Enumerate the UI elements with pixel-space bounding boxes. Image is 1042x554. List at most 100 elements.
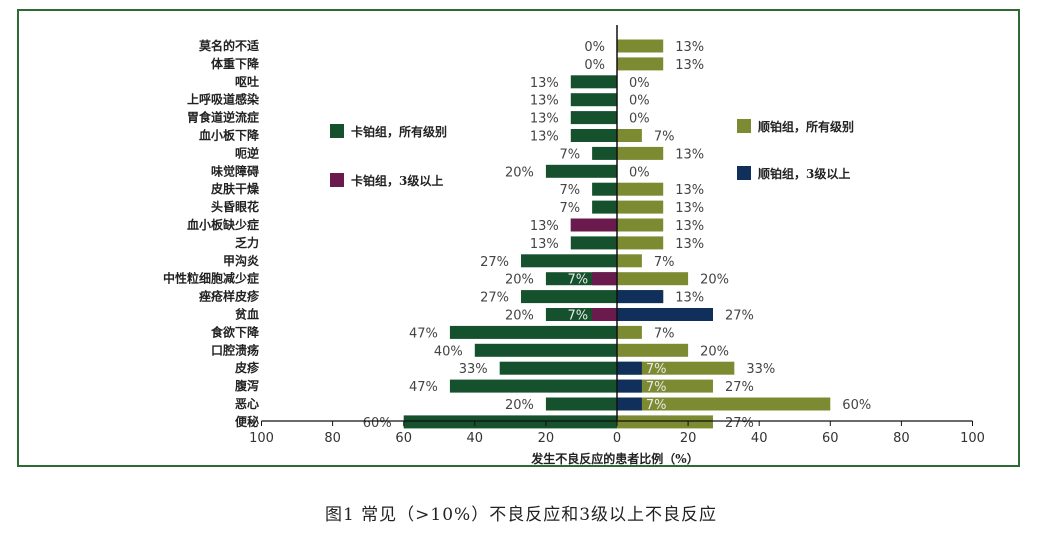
category-label: 乏力 [235,235,259,250]
bar-carboplatin-grade3 [592,308,617,321]
category-label: 中性粒细胞减少症 [163,271,259,286]
value-label-cisplatin-all: 0% [629,76,650,91]
x-tick-label: 60 [822,431,839,446]
category-label: 呕吐 [235,74,259,89]
x-tick-label: 40 [751,431,768,446]
value-label-cisplatin-all: 13% [675,183,704,198]
bar-carboplatin-all [570,236,617,250]
value-label-carboplatin-all: 0% [584,58,605,73]
value-label-cisplatin-all: 13% [675,201,704,216]
bar-cisplatin-all [617,272,689,286]
bar-cisplatin-all [617,218,664,232]
value-label-carboplatin-all: 13% [530,130,559,145]
bar-carboplatin-all [474,343,617,357]
value-label-cisplatin-grade3: 7% [646,362,667,377]
value-label-carboplatin-all: 7% [559,183,580,198]
x-tick-label: 100 [249,431,274,446]
bar-cisplatin-all [617,361,735,375]
x-tick-label: 40 [467,431,484,446]
category-label: 恶心 [235,397,259,411]
bar-cisplatin-grade3 [617,290,664,304]
value-label-carboplatin-all: 13% [530,219,559,234]
x-axis-title: 发生不良反应的患者比例（%） [530,451,698,466]
bar-carboplatin-all [592,182,617,196]
value-label-cisplatin-grade3: 7% [646,398,667,413]
bar-cisplatin-all [617,254,642,268]
value-label-carboplatin-all: 60% [363,416,392,431]
bar-carboplatin-all [592,200,617,214]
value-label-cisplatin-all: 0% [629,112,650,127]
bar-carboplatin-all [449,325,617,339]
value-label-carboplatin-all: 20% [505,398,534,413]
value-label-cisplatin-all: 20% [700,273,729,288]
value-label-carboplatin-all: 47% [409,326,438,341]
bar-carboplatin-all [545,397,617,411]
bar-cisplatin-grade3 [617,397,642,411]
x-tick-label: 20 [680,431,697,446]
x-tick-label: 0 [613,431,621,446]
value-label-cisplatin-all: 27% [725,416,754,431]
legend-carboplatin-grade3-label: 卡铂组，3级以上 [351,173,443,188]
value-label-cisplatin-all: 7% [654,255,675,270]
bar-cisplatin-grade3 [617,379,642,393]
value-label-cisplatin-all: 13% [675,237,704,252]
value-label-cisplatin-all: 27% [725,380,754,395]
bar-cisplatin-grade3 [617,308,713,321]
bar-cisplatin-all [617,343,689,357]
value-label-cisplatin-all: 27% [725,309,754,324]
chart-frame: 莫名的不适 0% 13% 体重下降 0% 13% 呕吐 13% 0% 上呼吸道感染 13% 0% 胃食道… [17,9,1020,467]
category-label: 上呼吸道感染 [187,92,260,107]
value-label-cisplatin-all: 7% [654,326,675,341]
bar-carboplatin-all [449,379,617,393]
legend-cisplatin-all-label: 顺铂组，所有级别 [758,119,854,134]
value-label-carboplatin-grade3: 7% [567,273,588,288]
value-label-cisplatin-grade3: 7% [646,380,667,395]
value-label-cisplatin-all: 0% [629,165,650,180]
bar-cisplatin-all [617,397,831,411]
bar-carboplatin-all [570,93,617,107]
value-label-carboplatin-all: 20% [505,309,534,324]
bar-cisplatin-all [617,200,664,214]
chart-svg: 莫名的不适 0% 13% 体重下降 0% 13% 呕吐 13% 0% 上呼吸道感染 13% 0% 胃食道… [163,25,985,466]
bar-cisplatin-all [617,39,664,53]
category-label: 呃逆 [235,145,259,160]
bar-carboplatin-all [570,75,617,89]
value-label-carboplatin-all: 13% [530,76,559,91]
category-label: 甲沟炎 [223,253,259,268]
category-label: 头昏眼花 [211,199,259,214]
bar-cisplatin-all [617,182,664,196]
value-label-carboplatin-all: 7% [559,147,580,162]
category-label: 胃食道逆流症 [187,110,259,125]
value-label-carboplatin-all: 20% [505,165,534,180]
value-label-cisplatin-all: 13% [675,58,704,73]
value-label-cisplatin-all: 13% [675,40,704,55]
x-tick-label: 100 [960,431,985,446]
value-label-cisplatin-all: 7% [654,130,675,145]
value-label-carboplatin-all: 27% [480,291,509,306]
x-tick-label: 20 [538,431,555,446]
value-label-carboplatin-all: 40% [434,344,463,359]
category-label: 皮肤干燥 [210,181,260,196]
value-label-cisplatin-all: 0% [629,94,650,109]
value-label-cisplatin-all: 33% [746,362,775,377]
value-label-cisplatin-all: 13% [675,219,704,234]
x-tick-label: 60 [395,431,412,446]
bar-carboplatin-grade3 [570,218,617,232]
category-label: 贫血 [235,307,259,322]
value-label-carboplatin-all: 33% [459,362,488,377]
value-label-carboplatin-grade3: 7% [567,309,588,324]
bar-carboplatin-all [545,164,617,178]
category-label: 血小板缺少症 [187,217,259,232]
category-label: 莫名的不适 [199,38,259,53]
value-label-carboplatin-all: 27% [480,255,509,270]
figure-caption: 图1 常见（>10%）不良反应和3级以上不良反应 [324,505,718,525]
category-label: 口腔溃疡 [211,342,259,357]
bar-carboplatin-all [499,361,617,375]
value-label-cisplatin-all: 20% [700,344,729,359]
bar-carboplatin-all [592,146,617,160]
bar-cisplatin-all [617,57,664,71]
value-label-carboplatin-all: 13% [530,112,559,127]
category-label: 味觉障碍 [211,163,259,178]
bar-cisplatin-all [617,415,713,429]
bar-cisplatin-all [617,129,642,142]
